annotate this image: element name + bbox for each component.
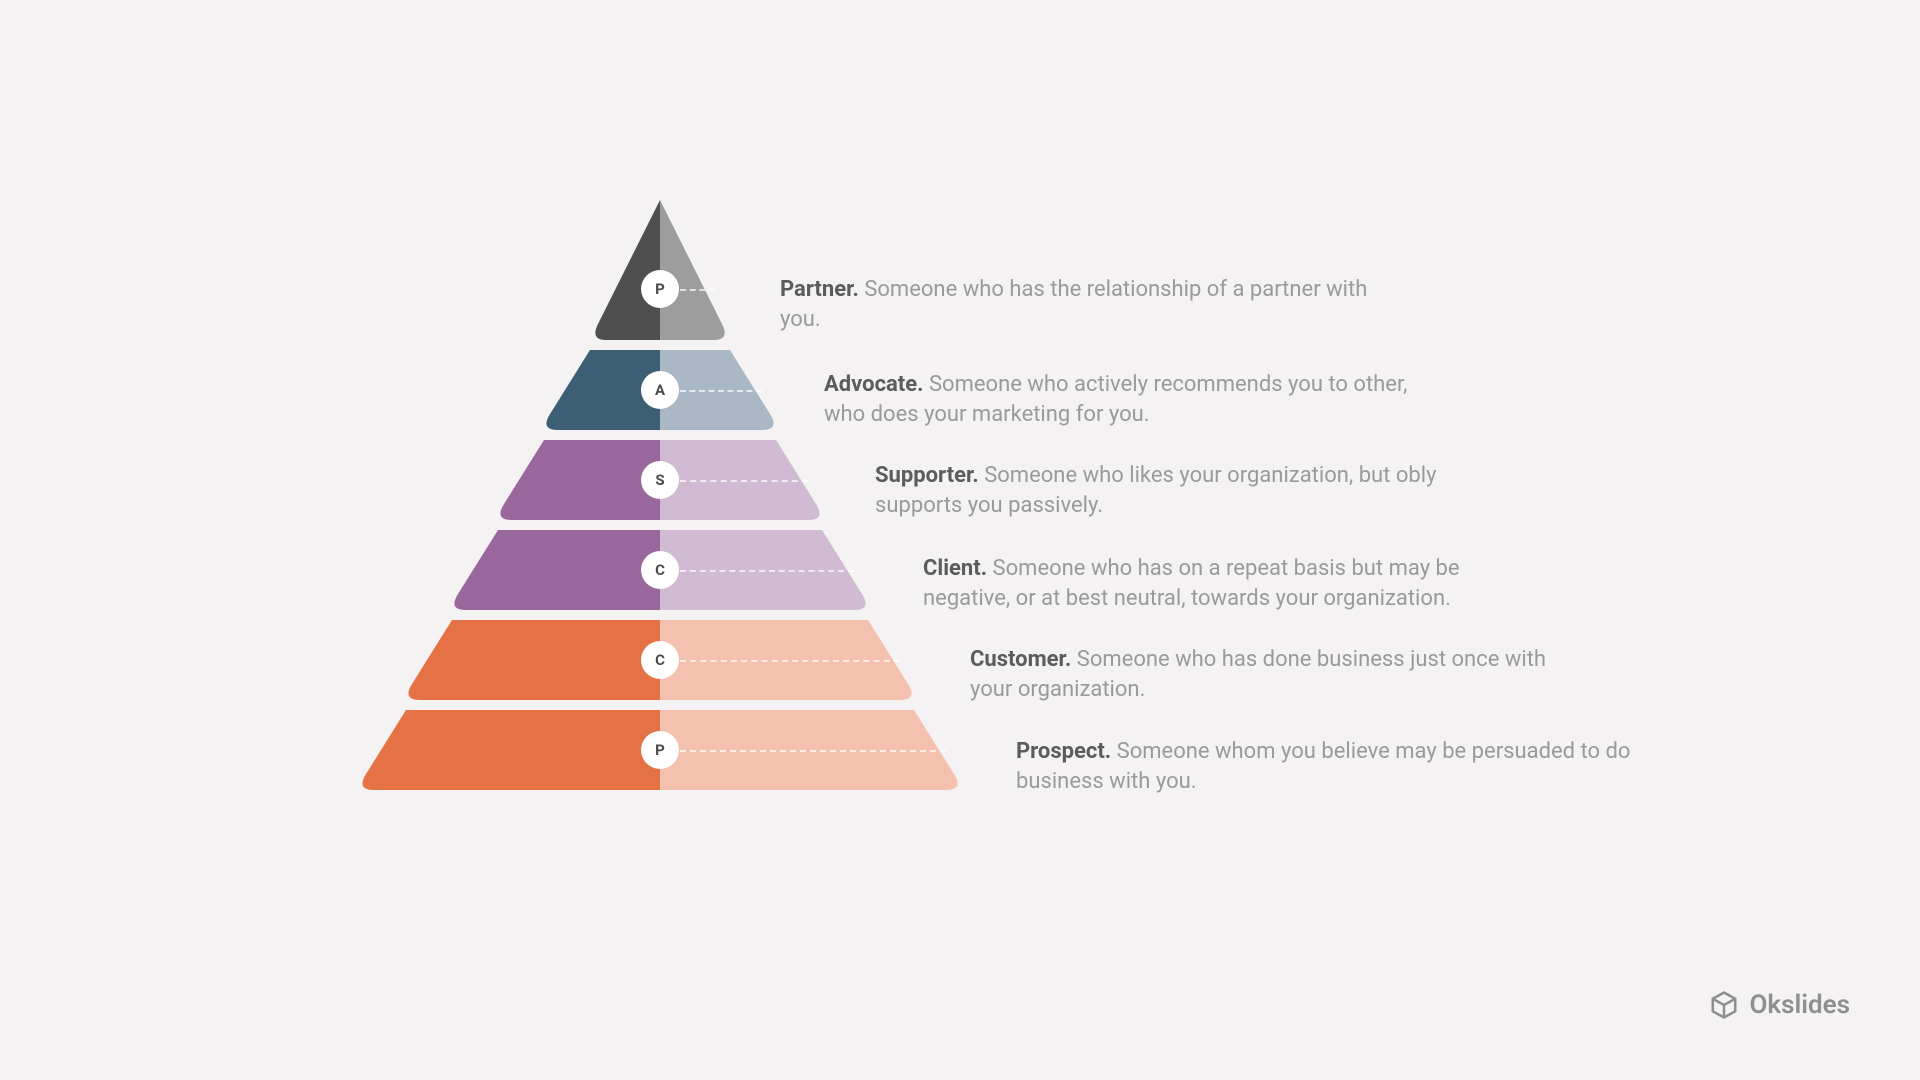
desc-title: Supporter. <box>875 463 979 488</box>
level-badge-3: C <box>641 551 679 589</box>
level-desc-4: Customer. Someone who has done business … <box>970 645 1590 704</box>
brand-logo: Okslides <box>1709 990 1850 1020</box>
desc-title: Prospect. <box>1016 739 1111 764</box>
desc-title: Advocate. <box>824 372 924 397</box>
connector-5 <box>680 750 946 752</box>
desc-body: Someone who has on a repeat basis but ma… <box>923 556 1460 611</box>
desc-body: Someone who has the relationship of a pa… <box>780 277 1367 332</box>
badge-letter: C <box>655 651 665 669</box>
cube-icon <box>1709 990 1739 1020</box>
level-badge-0: P <box>641 270 679 308</box>
badge-letter: P <box>655 280 665 298</box>
connector-0 <box>680 289 715 291</box>
level-badge-4: C <box>641 641 679 679</box>
level-desc-5: Prospect. Someone whom you believe may b… <box>1016 737 1636 796</box>
level-desc-0: Partner. Someone who has the relationshi… <box>780 275 1400 334</box>
connector-3 <box>680 570 854 572</box>
connector-4 <box>680 660 900 662</box>
level-badge-1: A <box>641 371 679 409</box>
badge-letter: P <box>655 741 665 759</box>
level-desc-2: Supporter. Someone who likes your organi… <box>875 461 1495 520</box>
level-badge-2: S <box>641 461 679 499</box>
desc-title: Partner. <box>780 277 859 302</box>
connector-2 <box>680 480 808 482</box>
level-desc-3: Client. Someone who has on a repeat basi… <box>923 554 1543 613</box>
badge-letter: A <box>655 381 665 399</box>
level-desc-1: Advocate. Someone who actively recommend… <box>824 370 1444 429</box>
badge-letter: S <box>655 471 664 489</box>
level-badge-5: P <box>641 731 679 769</box>
logo-text: Okslides <box>1749 990 1850 1020</box>
connector-1 <box>680 390 762 392</box>
badge-letter: C <box>655 561 665 579</box>
desc-title: Customer. <box>970 647 1071 672</box>
desc-title: Client. <box>923 556 987 581</box>
